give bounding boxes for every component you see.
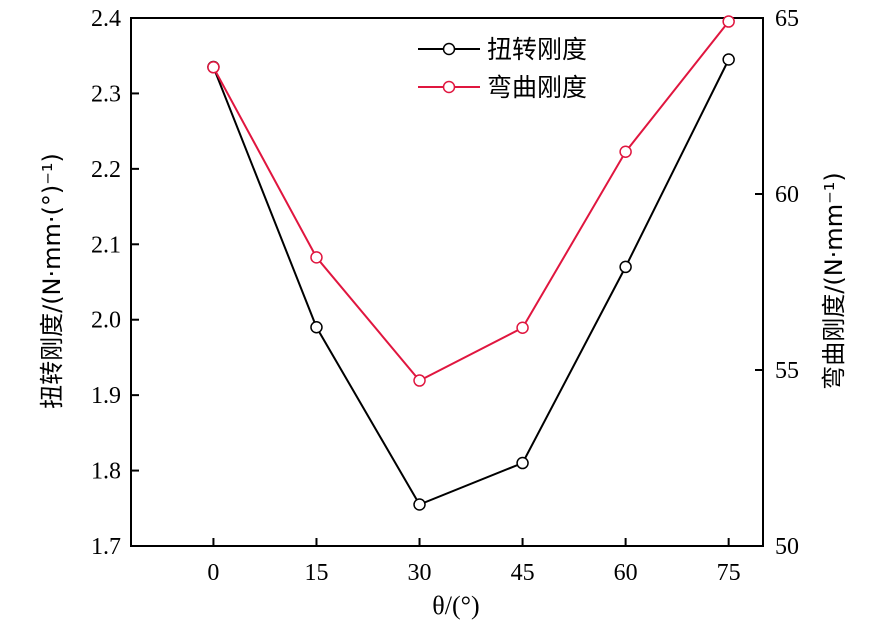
- right-tick-label: 55: [775, 358, 799, 384]
- x-axis-title: θ/(°): [432, 591, 479, 620]
- data-point: [310, 321, 323, 334]
- data-point: [310, 251, 323, 264]
- legend-marker: [442, 42, 456, 56]
- data-point: [516, 456, 529, 470]
- x-tick-label: 0: [207, 560, 219, 586]
- data-point: [413, 498, 426, 511]
- x-tick-label: 30: [408, 560, 432, 586]
- left-tick-label: 2.1: [91, 232, 121, 258]
- plot-border: [130, 17, 764, 547]
- left-tick-label: 1.8: [91, 459, 121, 485]
- data-point: [619, 260, 632, 274]
- left-tick-label: 2.2: [91, 157, 121, 183]
- left-tick-label: 2.4: [91, 6, 121, 32]
- legend-label: 扭转刚度: [487, 35, 587, 64]
- data-point: [722, 15, 735, 28]
- series-layer: [207, 15, 735, 511]
- x-axis-ticks: 0 15 30 45 60 75: [207, 538, 741, 586]
- series-1: [207, 53, 735, 511]
- data-point: [619, 145, 632, 159]
- x-tick-label: 15: [304, 560, 328, 586]
- x-tick-label: 75: [717, 560, 741, 586]
- series-2: [207, 15, 735, 387]
- x-tick-label: 60: [614, 560, 638, 586]
- left-tick-label: 2.3: [91, 81, 121, 107]
- data-point: [207, 61, 220, 74]
- x-tick-label: 45: [511, 560, 535, 586]
- data-point: [516, 321, 529, 335]
- data-point: [722, 53, 735, 66]
- right-tick-label: 60: [775, 182, 799, 208]
- series-line: [212, 20, 730, 382]
- legend-label: 弯曲刚度: [487, 73, 587, 102]
- right-axis-ticks: 50 55 60 65: [755, 6, 799, 560]
- left-tick-label: 1.7: [91, 534, 121, 560]
- left-tick-label: 2.0: [91, 308, 121, 334]
- series-line: [212, 59, 730, 506]
- legend-marker: [442, 80, 456, 94]
- left-axis-ticks: 1.7 1.8 1.9 2.0 2.1 2.2 2.3 2.4: [91, 6, 139, 560]
- left-tick-label: 1.9: [91, 383, 121, 409]
- right-axis-title: 弯曲刚度/(N·mm⁻¹): [820, 172, 848, 389]
- left-axis-title: 扭转刚度/(N·mm·(°)⁻¹): [38, 153, 66, 409]
- right-tick-label: 50: [775, 534, 799, 560]
- right-tick-label: 65: [775, 6, 799, 32]
- plot-frame: [130, 17, 764, 547]
- data-point: [413, 374, 426, 387]
